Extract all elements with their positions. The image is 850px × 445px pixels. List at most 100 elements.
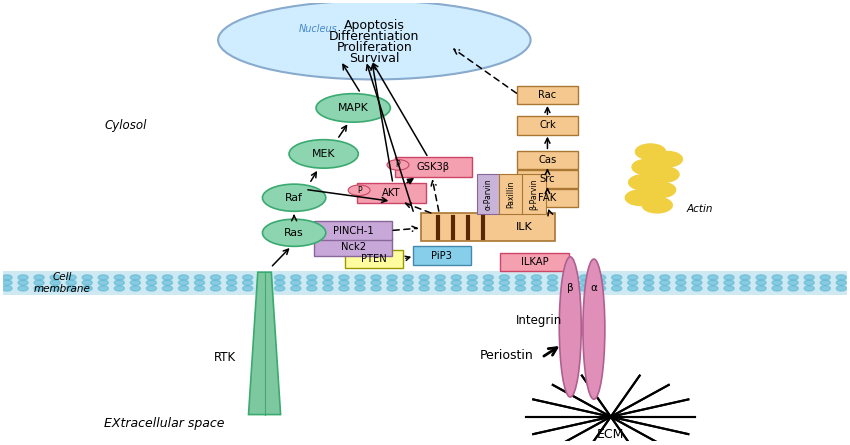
- Text: Paxillin: Paxillin: [507, 181, 516, 208]
- Circle shape: [468, 280, 478, 285]
- Circle shape: [772, 286, 782, 291]
- Circle shape: [162, 280, 173, 285]
- Text: β: β: [567, 283, 574, 293]
- Circle shape: [628, 174, 659, 190]
- Circle shape: [708, 275, 718, 280]
- Text: Periostin: Periostin: [480, 349, 534, 362]
- Circle shape: [804, 275, 814, 280]
- Circle shape: [227, 280, 236, 285]
- Circle shape: [836, 286, 847, 291]
- Circle shape: [676, 286, 686, 291]
- Circle shape: [499, 286, 509, 291]
- Circle shape: [130, 286, 140, 291]
- Text: Cell
membrane: Cell membrane: [33, 272, 90, 294]
- Circle shape: [403, 286, 413, 291]
- Circle shape: [660, 280, 670, 285]
- Circle shape: [547, 286, 558, 291]
- FancyBboxPatch shape: [345, 250, 404, 268]
- Circle shape: [836, 280, 847, 285]
- Circle shape: [740, 280, 750, 285]
- Circle shape: [804, 286, 814, 291]
- Circle shape: [772, 275, 782, 280]
- Text: Nck2: Nck2: [341, 242, 366, 252]
- Circle shape: [820, 275, 830, 280]
- Circle shape: [788, 286, 798, 291]
- Circle shape: [146, 280, 156, 285]
- Circle shape: [649, 166, 679, 182]
- Circle shape: [18, 286, 28, 291]
- Text: Nucleus: Nucleus: [298, 24, 337, 34]
- Circle shape: [323, 275, 333, 280]
- Circle shape: [178, 280, 189, 285]
- Ellipse shape: [316, 94, 390, 122]
- FancyBboxPatch shape: [314, 238, 392, 256]
- Circle shape: [403, 275, 413, 280]
- Text: EXtracellular space: EXtracellular space: [104, 417, 224, 430]
- Circle shape: [612, 280, 621, 285]
- FancyBboxPatch shape: [477, 174, 500, 214]
- Circle shape: [564, 275, 574, 280]
- Circle shape: [419, 275, 429, 280]
- Circle shape: [756, 286, 766, 291]
- Circle shape: [692, 286, 702, 291]
- Circle shape: [435, 280, 445, 285]
- Circle shape: [820, 280, 830, 285]
- Circle shape: [258, 286, 269, 291]
- Circle shape: [114, 286, 124, 291]
- Circle shape: [66, 286, 76, 291]
- Circle shape: [564, 280, 574, 285]
- Circle shape: [643, 280, 654, 285]
- Text: Rac: Rac: [538, 90, 557, 100]
- Text: Src: Src: [540, 174, 555, 184]
- Circle shape: [708, 286, 718, 291]
- Circle shape: [836, 275, 847, 280]
- Text: Cas: Cas: [538, 155, 557, 165]
- Circle shape: [291, 275, 301, 280]
- Text: Proliferation: Proliferation: [337, 41, 412, 54]
- Circle shape: [323, 280, 333, 285]
- Circle shape: [195, 275, 205, 280]
- Circle shape: [756, 275, 766, 280]
- Circle shape: [146, 275, 156, 280]
- Circle shape: [2, 280, 12, 285]
- Text: MAPK: MAPK: [337, 103, 369, 113]
- Circle shape: [625, 190, 655, 206]
- Circle shape: [484, 275, 493, 280]
- Text: ILK: ILK: [515, 222, 532, 232]
- Text: MEK: MEK: [312, 149, 336, 159]
- Text: PiP3: PiP3: [432, 251, 452, 261]
- FancyBboxPatch shape: [499, 174, 523, 214]
- Circle shape: [596, 275, 606, 280]
- Circle shape: [162, 275, 173, 280]
- Circle shape: [772, 280, 782, 285]
- Circle shape: [652, 151, 683, 167]
- Circle shape: [258, 280, 269, 285]
- FancyBboxPatch shape: [517, 151, 578, 169]
- Circle shape: [242, 275, 252, 280]
- Circle shape: [211, 286, 221, 291]
- Circle shape: [643, 275, 654, 280]
- Circle shape: [387, 280, 397, 285]
- FancyBboxPatch shape: [314, 221, 392, 240]
- Circle shape: [307, 275, 317, 280]
- Circle shape: [211, 275, 221, 280]
- Text: FAK: FAK: [538, 193, 557, 203]
- Circle shape: [627, 280, 638, 285]
- Circle shape: [632, 159, 662, 175]
- Circle shape: [323, 286, 333, 291]
- Circle shape: [275, 280, 285, 285]
- Ellipse shape: [387, 160, 409, 170]
- Ellipse shape: [218, 0, 530, 80]
- FancyBboxPatch shape: [522, 174, 546, 214]
- Ellipse shape: [583, 259, 605, 399]
- Text: ECM: ECM: [597, 428, 625, 441]
- Text: AKT: AKT: [382, 188, 400, 198]
- Text: Cylosol: Cylosol: [104, 119, 146, 132]
- Ellipse shape: [263, 219, 326, 247]
- Circle shape: [2, 275, 12, 280]
- Text: PINCH-1: PINCH-1: [333, 226, 374, 235]
- Circle shape: [355, 275, 365, 280]
- Circle shape: [627, 286, 638, 291]
- Circle shape: [387, 275, 397, 280]
- Text: P: P: [395, 160, 400, 170]
